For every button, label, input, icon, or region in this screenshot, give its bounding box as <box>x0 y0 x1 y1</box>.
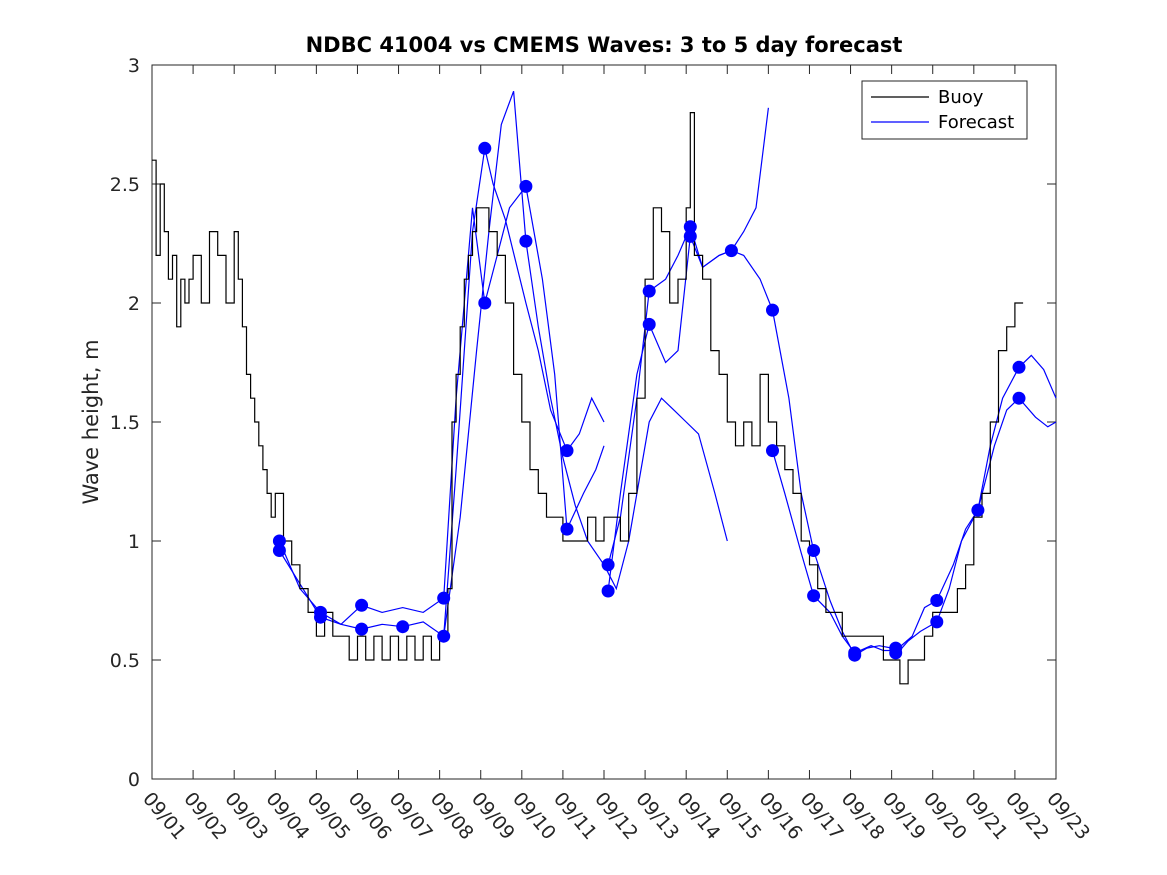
forecast-marker <box>272 544 286 557</box>
forecast-marker <box>478 296 492 310</box>
legend-buoy-label: Buoy <box>938 87 984 108</box>
buoy-series-line <box>152 111 1024 685</box>
marker-layer <box>272 141 1026 662</box>
forecast-marker <box>683 220 697 234</box>
forecast-marker <box>396 620 410 634</box>
forecast-marker <box>724 244 738 258</box>
forecast-marker <box>519 234 533 248</box>
forecast-series-line <box>607 225 892 657</box>
forecast-marker <box>642 317 656 331</box>
forecast-marker <box>314 610 327 624</box>
forecast-marker <box>519 179 533 193</box>
forecast-series-line <box>278 184 605 625</box>
chart-title: NDBC 41004 vs CMEMS Waves: 3 to 5 day fo… <box>306 33 903 57</box>
forecast-marker <box>889 646 903 660</box>
legend-forecast-label: Forecast <box>938 112 1014 133</box>
forecast-marker <box>683 229 697 243</box>
forecast-marker <box>807 544 821 557</box>
forecast-marker <box>1012 360 1026 374</box>
forecast-marker <box>601 558 615 572</box>
y-tick-label: 0.5 <box>110 650 140 672</box>
forecast-marker <box>437 591 451 605</box>
forecast-marker <box>971 503 985 517</box>
forecast-marker <box>766 303 779 317</box>
y-axis-ticks: 0 0.5 1 1.5 2 2.5 3 <box>110 55 1056 791</box>
y-tick-label: 3 <box>128 55 140 77</box>
forecast-marker <box>355 622 369 636</box>
forecast-marker <box>437 629 451 643</box>
forecast-marker <box>355 598 369 612</box>
y-tick-label: 0 <box>128 769 140 791</box>
y-tick-label: 1.5 <box>110 412 140 434</box>
forecast-marker <box>601 584 615 598</box>
forecast-marker <box>848 648 862 662</box>
y-tick-label: 1 <box>128 531 140 553</box>
legend: Buoy Forecast <box>861 80 1028 140</box>
legend-box <box>861 80 1028 140</box>
forecast-marker <box>478 141 492 155</box>
y-tick-label: 2 <box>128 293 140 315</box>
forecast-marker <box>560 444 574 458</box>
forecast-marker <box>807 589 821 603</box>
forecast-marker <box>560 522 574 536</box>
forecast-marker <box>766 444 779 458</box>
y-tick-label: 2.5 <box>110 174 140 196</box>
forecast-marker <box>1012 391 1026 405</box>
forecast-series-line <box>771 397 1057 654</box>
forecast-marker <box>930 615 944 629</box>
forecast-marker <box>930 594 944 607</box>
y-axis-label: Wave height, m <box>79 339 103 504</box>
forecast-marker <box>272 534 286 548</box>
forecast-marker <box>642 284 656 298</box>
